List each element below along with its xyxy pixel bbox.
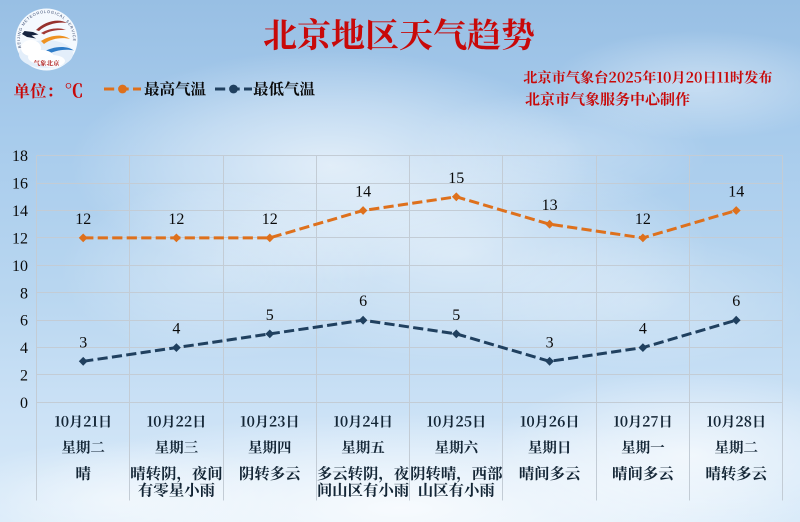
svg-text:16: 16 xyxy=(12,176,28,193)
svg-text:10: 10 xyxy=(12,258,28,275)
svg-text:18: 18 xyxy=(12,148,28,165)
svg-text:5: 5 xyxy=(452,307,460,324)
svg-text:12: 12 xyxy=(168,211,184,228)
svg-text:6: 6 xyxy=(20,313,28,330)
svg-text:6: 6 xyxy=(359,293,367,310)
svg-text:6: 6 xyxy=(732,293,740,310)
svg-text:13: 13 xyxy=(542,197,558,214)
svg-text:12: 12 xyxy=(635,211,651,228)
svg-text:0: 0 xyxy=(20,395,28,412)
svg-text:4: 4 xyxy=(172,321,180,338)
svg-text:12: 12 xyxy=(262,211,278,228)
svg-text:14: 14 xyxy=(355,184,371,201)
svg-text:3: 3 xyxy=(79,334,87,351)
svg-text:15: 15 xyxy=(448,170,464,187)
svg-text:3: 3 xyxy=(546,334,554,351)
svg-text:5: 5 xyxy=(266,307,274,324)
svg-text:14: 14 xyxy=(12,203,28,220)
svg-text:14: 14 xyxy=(728,184,744,201)
svg-text:8: 8 xyxy=(20,285,28,302)
svg-text:12: 12 xyxy=(12,230,28,247)
svg-text:4: 4 xyxy=(20,340,28,357)
svg-text:2: 2 xyxy=(20,368,28,385)
svg-text:12: 12 xyxy=(75,211,91,228)
svg-text:4: 4 xyxy=(639,321,647,338)
